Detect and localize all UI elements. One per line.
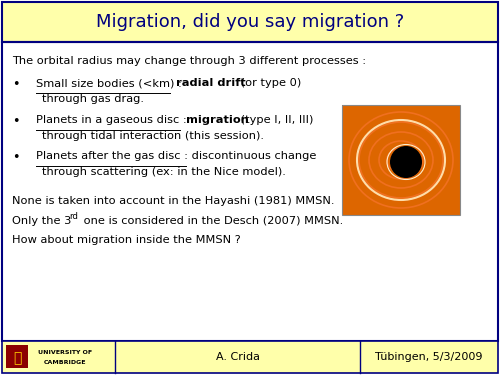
Bar <box>342 105 460 215</box>
Text: Only the 3: Only the 3 <box>12 216 72 226</box>
Bar <box>2 2 498 42</box>
Text: (type I, II, III): (type I, II, III) <box>238 115 314 125</box>
Text: radial drift: radial drift <box>172 78 246 88</box>
Text: •: • <box>12 115 20 128</box>
Text: through gas drag.: through gas drag. <box>42 94 144 104</box>
Text: A. Crida: A. Crida <box>216 352 260 362</box>
Text: UNIVERSITY OF: UNIVERSITY OF <box>38 350 92 354</box>
Circle shape <box>390 146 422 178</box>
Text: discontinuous change: discontinuous change <box>188 151 316 161</box>
Text: How about migration inside the MMSN ?: How about migration inside the MMSN ? <box>12 236 241 245</box>
Bar <box>2 341 498 373</box>
Text: The orbital radius may change through 3 different processes :: The orbital radius may change through 3 … <box>12 56 366 66</box>
Text: migration: migration <box>182 115 250 125</box>
Text: •: • <box>12 151 20 164</box>
Text: Small size bodies (<km) :: Small size bodies (<km) : <box>36 78 182 88</box>
Text: (or type 0): (or type 0) <box>237 78 301 88</box>
Text: Tübingen, 5/3/2009: Tübingen, 5/3/2009 <box>375 352 483 362</box>
Text: ⚿: ⚿ <box>13 351 21 365</box>
Text: Planets in a gaseous disc :: Planets in a gaseous disc : <box>36 115 187 125</box>
Text: Migration, did you say migration ?: Migration, did you say migration ? <box>96 13 404 31</box>
Bar <box>2 42 498 341</box>
Text: CAMBRIDGE: CAMBRIDGE <box>44 360 86 364</box>
Text: one is considered in the Desch (2007) MMSN.: one is considered in the Desch (2007) MM… <box>80 216 343 226</box>
Bar <box>6 345 28 368</box>
Bar <box>342 105 460 215</box>
Text: rd: rd <box>69 212 78 221</box>
Text: None is taken into account in the Hayashi (1981) MMSN.: None is taken into account in the Hayash… <box>12 196 334 206</box>
Text: through scattering (ex: in the Nice model).: through scattering (ex: in the Nice mode… <box>42 167 286 177</box>
Text: •: • <box>12 78 20 91</box>
Text: through tidal interaction (this session).: through tidal interaction (this session)… <box>42 131 264 141</box>
Text: Planets after the gas disc :: Planets after the gas disc : <box>36 151 188 161</box>
